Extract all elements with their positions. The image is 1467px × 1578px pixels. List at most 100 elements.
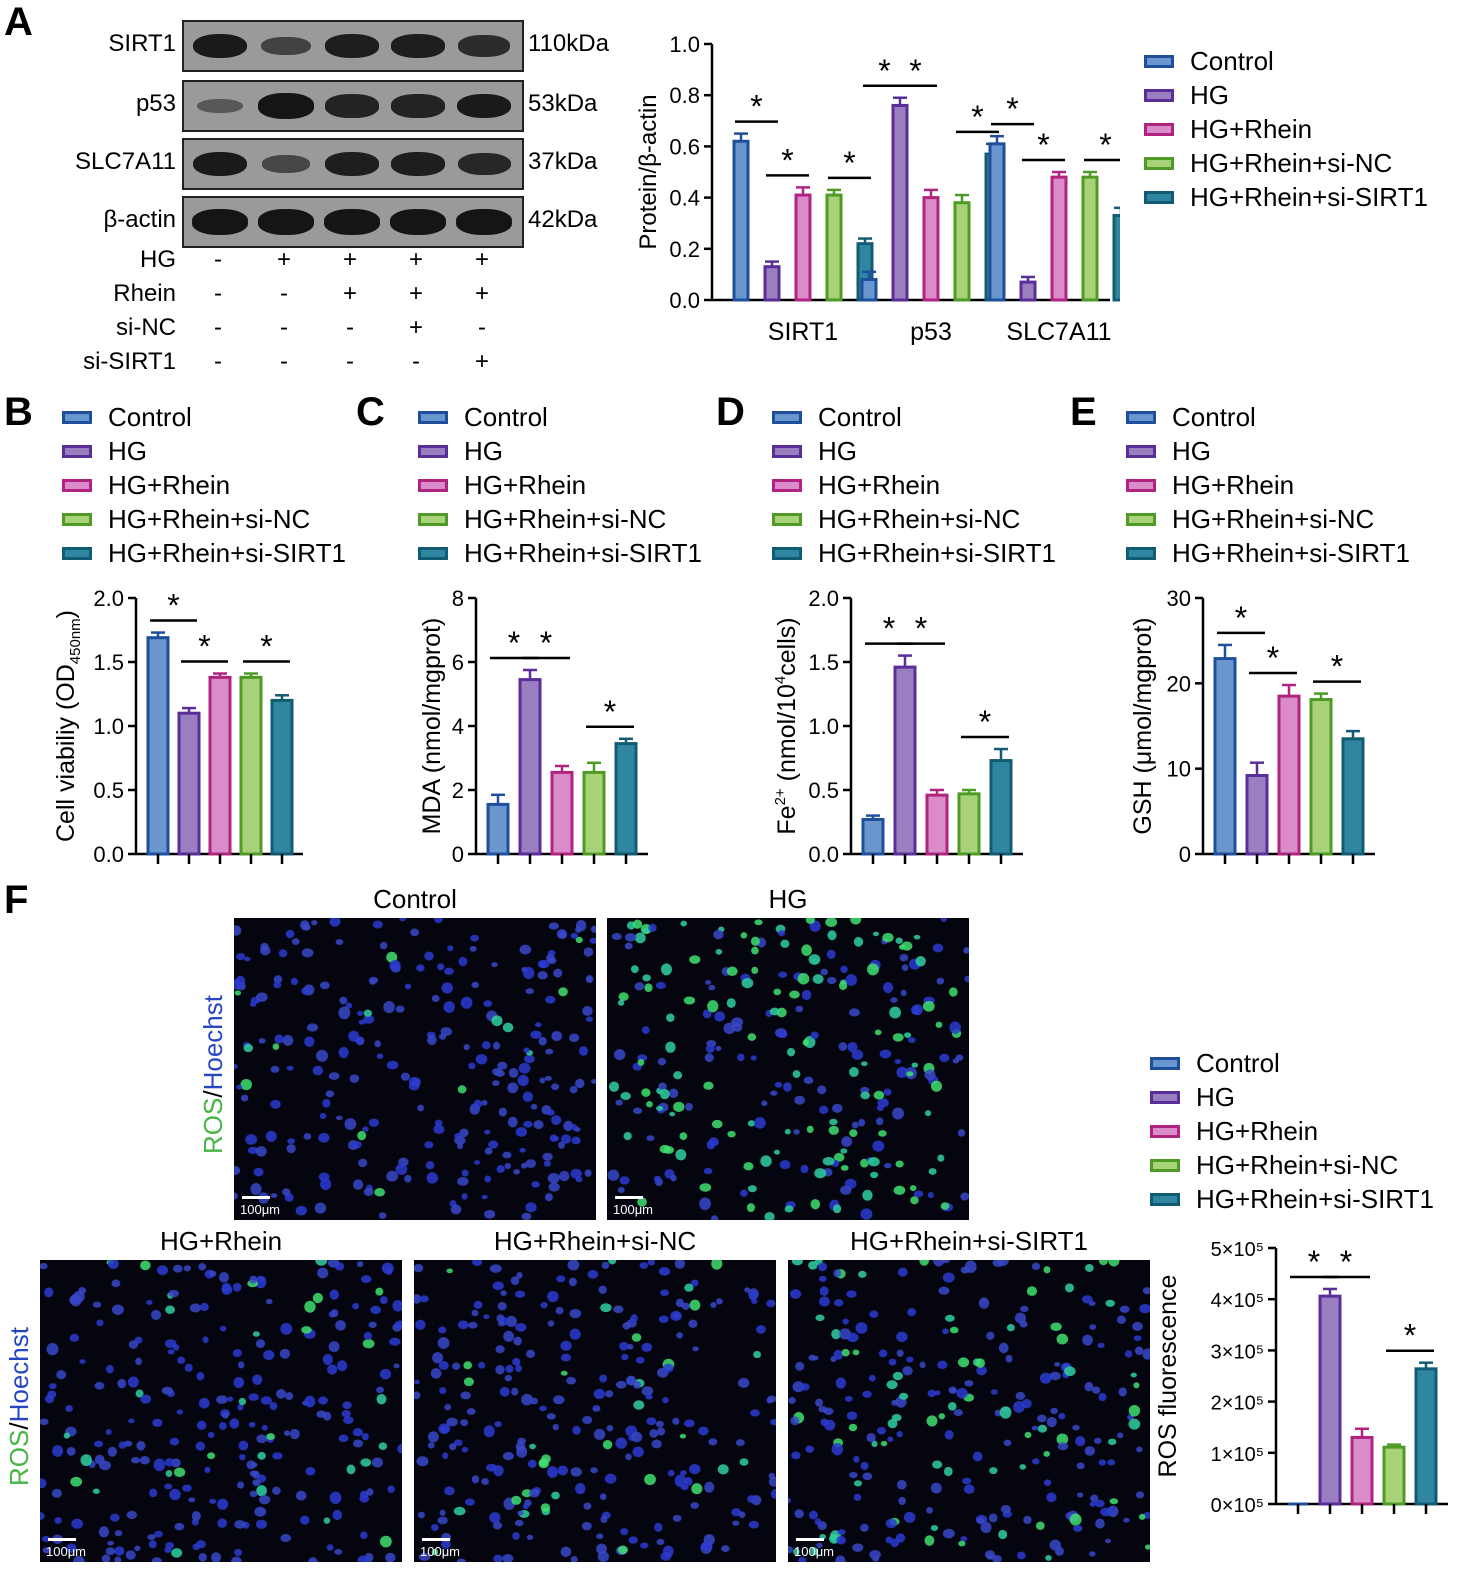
cell-nucleus	[569, 1085, 578, 1094]
y-tick-label: 4	[452, 714, 464, 739]
cell-nucleus	[632, 1381, 641, 1389]
cell-nucleus	[913, 1190, 924, 1198]
cell-nucleus	[1054, 1362, 1061, 1367]
cell-nucleus	[591, 1079, 596, 1084]
cell-nucleus	[441, 982, 453, 994]
cell-nucleus	[198, 1552, 207, 1562]
cell-nucleus	[525, 1202, 537, 1213]
cell-nucleus	[793, 1129, 800, 1135]
cell-nucleus	[534, 1022, 542, 1028]
legend-item-control: Control	[1150, 1046, 1434, 1080]
cell-nucleus	[1043, 1266, 1051, 1274]
cell-nucleus	[1072, 1424, 1080, 1431]
cell-nucleus	[522, 1503, 529, 1510]
cell-nucleus	[363, 1009, 372, 1017]
cell-nucleus	[1019, 1464, 1027, 1470]
cell-nucleus	[358, 1158, 368, 1168]
cell-nucleus	[404, 983, 412, 990]
legend-item-sinc: HG+Rhein+si-NC	[62, 502, 346, 536]
legend-item-hg: HG	[772, 434, 1056, 468]
cell-nucleus	[716, 1298, 723, 1305]
cell-nucleus	[721, 1545, 730, 1552]
cell-nucleus	[949, 1326, 959, 1334]
cell-nucleus	[378, 1442, 388, 1451]
cell-nucleus	[1133, 1382, 1140, 1389]
cell-nucleus	[323, 1517, 331, 1524]
cell-nucleus	[887, 1436, 894, 1442]
cell-nucleus	[870, 1171, 879, 1179]
cell-nucleus	[515, 1441, 526, 1452]
cell-nucleus	[283, 1430, 291, 1436]
cell-nucleus	[438, 1423, 451, 1435]
cell-nucleus	[499, 1386, 510, 1397]
cell-nucleus	[1124, 1350, 1133, 1358]
blot-band	[192, 151, 248, 177]
cell-nucleus	[152, 1418, 163, 1427]
cell-nucleus	[1077, 1492, 1084, 1498]
cell-nucleus	[544, 1075, 552, 1081]
cell-nucleus	[1142, 1348, 1150, 1360]
cell-nucleus	[240, 1094, 249, 1102]
panel-letter-f: F	[4, 878, 29, 922]
cell-nucleus	[378, 1212, 387, 1219]
cell-nucleus	[265, 1298, 273, 1305]
cell-nucleus	[484, 1129, 491, 1135]
cell-nucleus	[831, 1442, 844, 1456]
cell-nucleus	[515, 1322, 527, 1332]
cell-nucleus	[984, 1550, 996, 1559]
cell-nucleus	[867, 1157, 880, 1167]
cell-nucleus	[252, 1479, 261, 1486]
significance-star: *	[1404, 1318, 1416, 1354]
treatment-sign: -	[214, 314, 222, 341]
cell-nucleus	[806, 1125, 814, 1134]
bar-sinc	[1382, 1445, 1406, 1506]
cell-nucleus	[822, 1156, 835, 1166]
cell-nucleus	[1132, 1321, 1143, 1331]
cell-nucleus	[1094, 1437, 1102, 1444]
legend-d: Control HG HG+Rhein HG+Rhein+si-NC HG+Rhein+…	[772, 400, 1056, 570]
bar-control	[1213, 657, 1237, 856]
x-category-label: SIRT1	[768, 318, 838, 346]
cell-nucleus	[276, 1388, 287, 1399]
cell-nucleus	[787, 1047, 796, 1057]
cell-nucleus	[371, 1457, 383, 1468]
cell-nucleus	[282, 1188, 291, 1196]
treatment-sign: -	[214, 280, 222, 307]
cell-nucleus	[496, 1165, 505, 1173]
y-tick-label: 2.0	[93, 586, 124, 611]
cell-nucleus	[431, 1524, 439, 1532]
cell-nucleus	[328, 1072, 340, 1080]
cell-nucleus	[878, 1130, 887, 1137]
cell-nucleus	[738, 1377, 750, 1388]
cell-nucleus	[802, 1039, 809, 1046]
cell-nucleus	[1119, 1305, 1130, 1313]
cell-nucleus	[998, 1342, 1009, 1354]
cell-nucleus	[481, 1194, 488, 1200]
cell-nucleus	[702, 1009, 712, 1019]
cell-nucleus	[662, 1396, 669, 1404]
cell-nucleus	[915, 956, 926, 967]
blot-band	[261, 36, 311, 56]
cell-nucleus	[840, 1165, 849, 1171]
cell-nucleus	[569, 1308, 582, 1319]
cell-nucleus	[1084, 1381, 1094, 1392]
cell-nucleus	[800, 1164, 809, 1174]
legend-label: HG	[464, 435, 503, 466]
legend-label: Control	[108, 401, 192, 432]
cell-nucleus	[353, 1439, 363, 1448]
legend-label: Control	[1172, 401, 1256, 432]
cell-nucleus	[784, 1128, 791, 1135]
cell-nucleus	[632, 1446, 644, 1458]
cell-nucleus	[285, 1392, 294, 1401]
cell-nucleus	[537, 971, 548, 980]
legend-item-sinc: HG+Rhein+si-NC	[1126, 502, 1410, 536]
chart-b: 0.0 0.5 1.0 1.5 2.0 * * * Cell viabiliy (OD450nm…	[52, 586, 303, 867]
cell-nucleus	[1128, 1404, 1141, 1417]
cell-nucleus	[291, 938, 300, 945]
cell-nucleus	[828, 1125, 839, 1135]
cell-nucleus	[581, 1522, 592, 1531]
cell-nucleus	[153, 1458, 166, 1472]
cell-nucleus	[819, 1286, 829, 1296]
cell-nucleus	[231, 1556, 242, 1562]
cell-nucleus	[958, 1540, 966, 1547]
